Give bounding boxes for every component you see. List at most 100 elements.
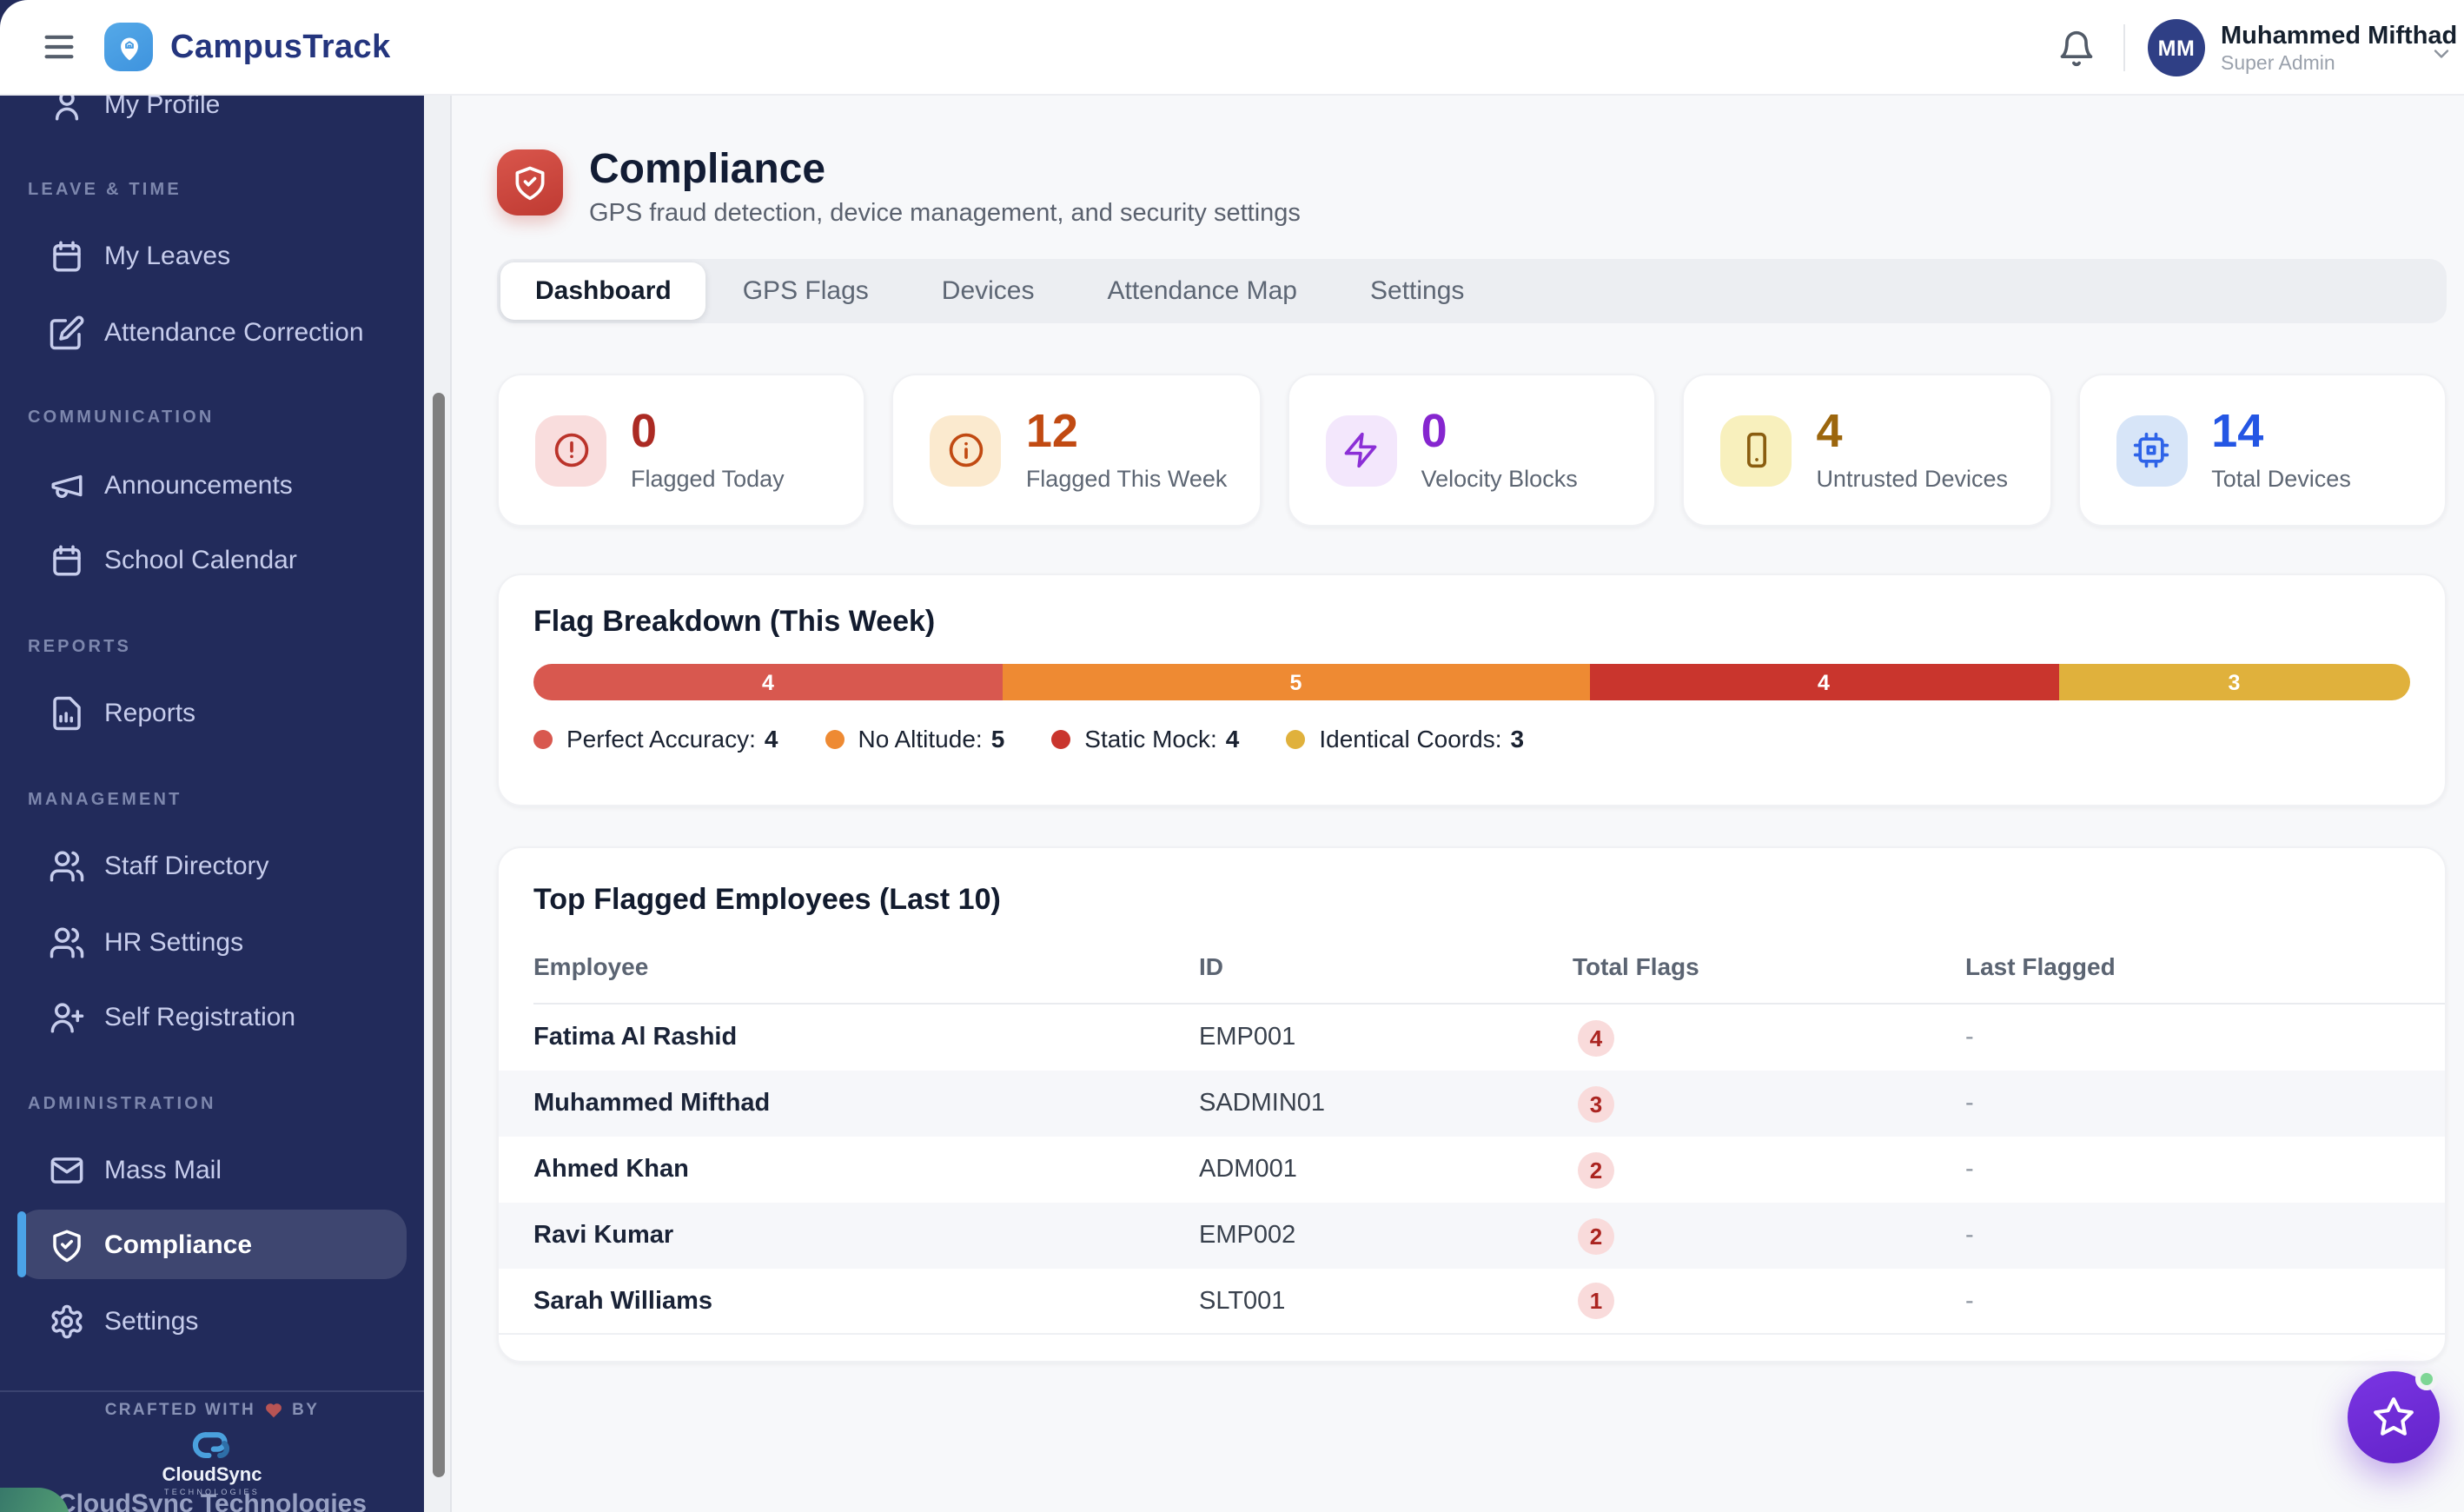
page-subtitle: GPS fraud detection, device management, … [589,200,1301,229]
users-icon [50,850,84,881]
main-content: Compliance GPS fraud detection, device m… [452,96,2464,1512]
col-total-flags: Total Flags [1573,952,1699,980]
sidebar-item-settings[interactable]: Settings [0,1286,424,1356]
bar-legend: Perfect Accuracy 4 No Altitude 5 Static … [533,725,2410,753]
calendar-icon [53,240,81,271]
stat-cards: 0 Flagged Today 12 Flagged This Week 0 [497,374,2447,527]
sidebar-item-label: Compliance [104,1230,253,1259]
sidebar-section-management: MANAGEMENT [28,791,182,810]
stat-value: 12 [1025,405,1078,457]
sidebar-scrollbar-thumb[interactable] [432,393,445,1477]
sidebar-item-label: Settings [104,1306,199,1336]
sidebar-item-attendance-correction[interactable]: Attendance Correction [0,297,424,367]
flag-breakdown-card: Flag Breakdown (This Week) 4 5 4 3 Perfe… [497,574,2447,806]
user-role: Super Admin [2221,54,2335,75]
app-logo[interactable] [104,23,153,71]
user-plus-icon [50,1002,84,1032]
header-divider [2123,24,2125,71]
tab-attendance-map[interactable]: Attendance Map [1107,276,1298,306]
legend-label: Static Mock [1084,725,1217,753]
stat-label: Flagged This Week [1025,466,1228,492]
shield-check-icon [53,1229,81,1262]
col-id: ID [1199,952,1223,980]
sidebar-item-staff-directory[interactable]: Staff Directory [0,831,424,900]
app-name: CampusTrack [170,30,391,66]
top-flagged-employees-card: Top Flagged Employees (Last 10) Employee… [497,846,2447,1363]
cell-id: ADM001 [1199,1156,1297,1184]
cloudsync-logo-text: CloudSync [162,1465,262,1486]
cell-last-flagged: - [1965,1024,1974,1051]
users-icon [50,926,84,958]
table-row[interactable]: Ahmed Khan ADM001 2 - [499,1137,2445,1203]
stat-value: 4 [1816,405,1843,457]
edit-icon [50,315,84,349]
cloudsync-icon [192,1432,230,1459]
tab-settings[interactable]: Settings [1370,276,1465,306]
stacked-bar: 4 5 4 3 [533,664,2410,700]
sidebar-item-reports[interactable]: Reports [0,678,424,747]
legend-label: Identical Coords [1319,725,1501,753]
alert-circle-icon [535,414,606,486]
stat-card-flagged-today: 0 Flagged Today [497,374,866,527]
sidebar-scrollbar-track [424,96,452,1512]
crafted-suffix: BY [292,1401,320,1420]
legend-value: 4 [764,725,778,753]
table-row[interactable]: Ravi Kumar EMP002 2 - [499,1203,2445,1269]
cell-last-flagged: - [1965,1090,1974,1117]
table-row[interactable]: Fatima Al Rashid EMP001 4 - [499,1005,2445,1071]
file-chart-icon [53,695,81,730]
heart-icon [266,1403,282,1418]
bar-segment-identical-coords: 3 [2058,664,2410,700]
cloudsync-logo: CloudSync TECHNOLOGIES [0,1429,424,1496]
sidebar-section-leave-time: LEAVE & TIME [28,181,182,200]
cell-employee: Sarah Williams [533,1287,713,1315]
table-title: Top Flagged Employees (Last 10) [533,883,1001,916]
table-row[interactable]: Muhammed Mifthad SADMIN01 3 - [499,1071,2445,1137]
tab-gps-flags[interactable]: GPS Flags [742,276,869,306]
chevron-down-icon[interactable] [2429,42,2454,66]
sidebar-section-reports: REPORTS [28,638,132,657]
legend-dot [825,729,845,748]
cloudsync-company-text: CloudSync Technologies [56,1489,368,1512]
sidebar-item-mass-mail[interactable]: Mass Mail [0,1135,424,1204]
stat-label: Flagged Today [631,466,785,492]
assistant-fab-button[interactable] [2348,1368,2440,1463]
tab-dashboard[interactable]: Dashboard [500,262,706,320]
gear-icon [51,1303,83,1338]
menu-icon[interactable] [42,33,76,61]
sidebar-item-compliance[interactable]: Compliance [17,1210,407,1279]
legend-dot [1286,729,1306,748]
bell-icon[interactable] [2057,30,2096,68]
sidebar-item-my-leaves[interactable]: My Leaves [0,221,424,290]
zap-icon [1325,414,1397,486]
stat-card-flagged-week: 12 Flagged This Week [891,374,1262,527]
flags-badge: 2 [1578,1217,1614,1254]
flags-badge: 2 [1578,1151,1614,1188]
legend-value: 4 [1225,725,1240,753]
sidebar-item-label: Staff Directory [104,851,269,880]
sidebar-item-announcements[interactable]: Announcements [0,450,424,520]
tab-bar: Dashboard GPS Flags Devices Attendance M… [497,259,2447,323]
sidebar-item-school-calendar[interactable]: School Calendar [0,525,424,594]
bar-segment-static-mock: 4 [1589,664,2058,700]
stat-label: Untrusted Devices [1816,466,2009,492]
table-row[interactable]: Sarah Williams SLT001 1 - [499,1269,2445,1335]
map-pin-home-icon [120,36,137,60]
legend-label: Perfect Accuracy [566,725,756,753]
avatar[interactable]: MM [2148,19,2205,76]
flag-breakdown-title: Flag Breakdown (This Week) [533,605,936,638]
legend-item: Static Mock 4 [1051,725,1239,753]
sidebar-item-self-registration[interactable]: Self Registration [0,982,424,1051]
sidebar-item-hr-settings[interactable]: HR Settings [0,907,424,977]
col-last-flagged: Last Flagged [1965,952,2116,980]
sidebar: My Profile LEAVE & TIME My Leaves Attend… [0,0,424,1512]
online-status-dot [2415,1368,2438,1390]
tab-devices[interactable]: Devices [941,276,1035,306]
sidebar-item-label: Self Registration [104,1002,296,1031]
sidebar-item-label: School Calendar [104,545,297,574]
legend-item: Identical Coords 3 [1286,725,1524,753]
flags-badge: 3 [1578,1085,1614,1122]
sidebar-item-label: HR Settings [104,927,244,957]
sidebar-item-label: My Leaves [104,241,231,270]
